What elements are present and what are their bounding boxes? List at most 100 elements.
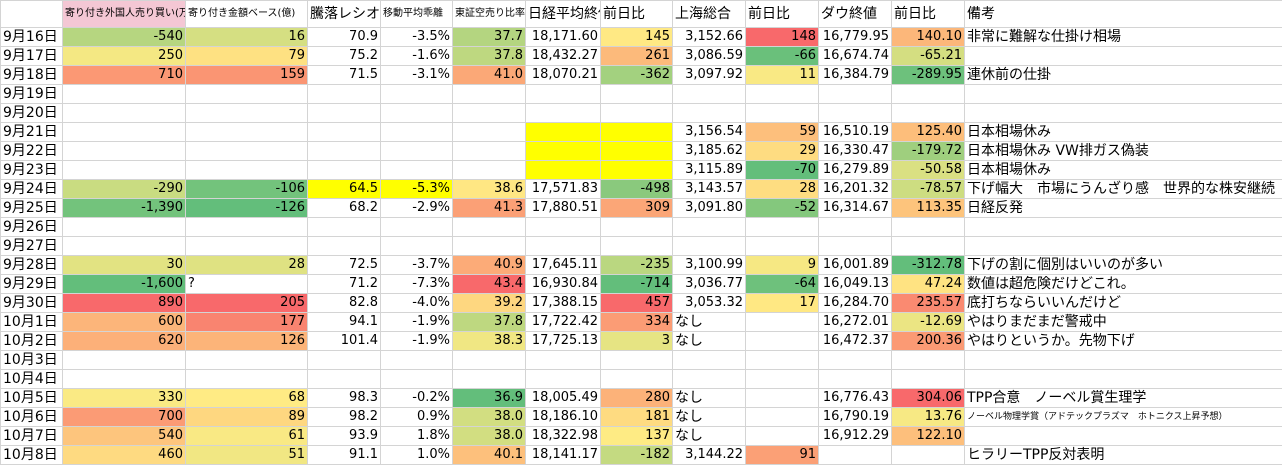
cell	[380, 369, 453, 389]
cell	[818, 445, 892, 465]
header-cell: 東証空売り比率	[452, 0, 526, 28]
note-cell: 日経反発	[964, 198, 1282, 218]
date-cell: 10月5日	[0, 388, 63, 408]
date-cell: 9月29日	[0, 274, 63, 294]
cell: 113.35	[891, 198, 965, 218]
date-cell: 10月4日	[0, 369, 63, 389]
cell: 3,152.66	[672, 27, 746, 47]
cell	[525, 122, 601, 142]
date-cell: 10月7日	[0, 426, 63, 446]
cell: 18,141.17	[525, 445, 601, 465]
cell: 261	[600, 46, 673, 66]
note-cell: やはりまだまだ警戒中	[964, 312, 1282, 332]
note-cell: 底打ちならいいんだけど	[964, 293, 1282, 313]
cell: なし	[672, 331, 746, 351]
cell: 600	[62, 312, 186, 332]
cell	[525, 350, 601, 370]
date-cell: 9月24日	[0, 179, 63, 199]
data-row: 10月3日	[0, 350, 1282, 370]
cell	[185, 103, 308, 123]
cell: なし	[672, 407, 746, 427]
cell: 148	[745, 27, 819, 47]
cell: 11	[745, 65, 819, 85]
cell: -2.9%	[380, 198, 453, 218]
cell: 122.10	[891, 426, 965, 446]
cell: 304.06	[891, 388, 965, 408]
cell	[745, 407, 819, 427]
cell: 17,571.83	[525, 179, 601, 199]
cell	[452, 122, 526, 142]
cell: 700	[62, 407, 186, 427]
cell	[452, 84, 526, 104]
cell: 200.36	[891, 331, 965, 351]
cell: 16,674.74	[818, 46, 892, 66]
date-cell: 9月25日	[0, 198, 63, 218]
cell	[62, 122, 186, 142]
cell	[452, 141, 526, 161]
cell: 457	[600, 293, 673, 313]
cell: 36.9	[452, 388, 526, 408]
date-cell: 10月3日	[0, 350, 63, 370]
cell	[672, 236, 746, 256]
cell: 30	[62, 255, 186, 275]
cell: 16,510.19	[818, 122, 892, 142]
date-cell: 9月18日	[0, 65, 63, 85]
cell: 40.1	[452, 445, 526, 465]
cell: -714	[600, 274, 673, 294]
cell: 181	[600, 407, 673, 427]
cell: 18,171.60	[525, 27, 601, 47]
cell: 29	[745, 141, 819, 161]
cell	[745, 388, 819, 408]
date-cell: 9月17日	[0, 46, 63, 66]
cell: 9	[745, 255, 819, 275]
cell	[891, 445, 965, 465]
note-cell	[964, 350, 1282, 370]
cell: 16,272.01	[818, 312, 892, 332]
cell	[818, 369, 892, 389]
cell: 18,005.49	[525, 388, 601, 408]
cell	[745, 350, 819, 370]
cell: 39.2	[452, 293, 526, 313]
cell: 47.24	[891, 274, 965, 294]
cell: 98.2	[307, 407, 381, 427]
cell: -7.3%	[380, 274, 453, 294]
cell	[62, 369, 186, 389]
cell	[891, 84, 965, 104]
cell: 17,645.11	[525, 255, 601, 275]
cell: 91.1	[307, 445, 381, 465]
cell: 64.5	[307, 179, 381, 199]
header-cell: ダウ終値	[818, 0, 892, 28]
cell: -106	[185, 179, 308, 199]
cell	[307, 84, 381, 104]
cell: -498	[600, 179, 673, 199]
note-cell	[964, 369, 1282, 389]
cell: 16,330.47	[818, 141, 892, 161]
header-cell: 備考	[964, 0, 1282, 28]
cell	[745, 217, 819, 237]
data-row: 9月18日 710 159 71.5 -3.1% 41.0 18,070.21 -362 3,0…	[0, 65, 1282, 85]
cell: -50.58	[891, 160, 965, 180]
cell: 16,201.32	[818, 179, 892, 199]
cell: 330	[62, 388, 186, 408]
cell: 75.2	[307, 46, 381, 66]
header-row: 寄り付き外国人売り買い(万株)寄り付き金額ベース(億)騰落レシオ移動平均乖離東証…	[0, 0, 1282, 28]
note-cell	[964, 426, 1282, 446]
cell	[62, 217, 186, 237]
cell	[525, 160, 601, 180]
cell: 79	[185, 46, 308, 66]
note-cell: 下げの割に個別はいいのが多い	[964, 255, 1282, 275]
data-row: 10月2日 620 126 101.4 -1.9% 38.3 17,725.13 3 なし 16,…	[0, 331, 1282, 351]
cell	[307, 160, 381, 180]
data-row: 9月27日	[0, 236, 1282, 256]
cell: -52	[745, 198, 819, 218]
header-cell: 寄り付き外国人売り買い(万株)	[62, 0, 186, 28]
cell: -179.72	[891, 141, 965, 161]
cell	[307, 236, 381, 256]
data-row: 9月22日 3,185.62 29 16,330.47 -179.72 日本相場休み VW…	[0, 141, 1282, 161]
cell: -1,600	[62, 274, 186, 294]
cell: 61	[185, 426, 308, 446]
data-table: 寄り付き外国人売り買い(万株)寄り付き金額ベース(億)騰落レシオ移動平均乖離東証…	[0, 0, 1282, 465]
cell: 3	[600, 331, 673, 351]
cell: -1.9%	[380, 312, 453, 332]
cell: 16,314.67	[818, 198, 892, 218]
